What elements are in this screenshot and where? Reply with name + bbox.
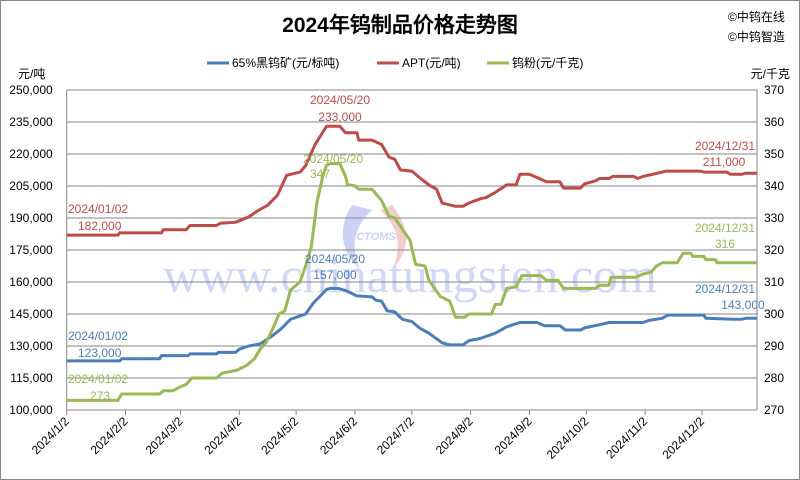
copyright-zhongwu-online: ©中钨在线 [728, 9, 785, 24]
legend-label: 65%黑钨矿(元/标吨) [232, 55, 339, 70]
annotation-value: 157,000 [313, 268, 357, 282]
legend: 65%黑钨矿(元/标吨) APT(元/吨) 钨粉(元/千克) [207, 55, 583, 70]
annotation-date: 2024/12/31 [695, 139, 755, 153]
legend-label: APT(元/吨) [402, 56, 461, 70]
annotation-value: 347 [310, 167, 330, 181]
left-tick-label: 100,000 [9, 403, 53, 417]
annotation-date: 2024/01/02 [68, 329, 128, 343]
right-tick-label: 310 [764, 275, 784, 289]
right-tick-label: 290 [764, 339, 784, 353]
left-tick-label: 115,000 [10, 371, 53, 385]
ctoms-logo: CTOMS [342, 205, 406, 270]
left-tick-label: 175,000 [9, 243, 53, 257]
watermark: CTOMS www.chinatungsten.com [163, 205, 657, 303]
left-tick-label: 190,000 [9, 211, 53, 225]
annotation-value: 211,000 [703, 155, 746, 169]
left-tick-label: 250,000 [9, 83, 53, 97]
annotation-date: 2024/12/31 [695, 282, 755, 296]
annotation-value: 123,000 [78, 346, 122, 360]
chart-title: 2024年钨制品价格走势图 [282, 13, 518, 37]
logo-text: CTOMS [356, 231, 396, 243]
copyright-zhongwu-zhizao: ©中钨智造 [728, 29, 785, 44]
left-axis-unit: 元/吨 [18, 67, 45, 81]
annotation-date: 2024/01/02 [68, 372, 128, 386]
right-tick-label: 330 [764, 211, 784, 225]
series-lines [66, 124, 757, 402]
annotation-date: 2024/12/31 [695, 221, 755, 235]
annotation-date: 2024/05/20 [310, 93, 370, 107]
annotation-value: 316 [715, 237, 735, 251]
right-tick-label: 340 [764, 179, 784, 193]
left-tick-label: 235,000 [9, 115, 53, 129]
annotation-value: 233,000 [318, 110, 362, 124]
annotation-value: 143,000 [721, 298, 765, 312]
right-tick-label: 320 [764, 243, 784, 257]
annotation-value: 273 [90, 389, 110, 403]
annotation-value: 182,000 [78, 219, 122, 233]
right-tick-label: 350 [764, 147, 784, 161]
annotations: 2024/01/02 123,000 2024/05/20 157,000 2024/1… [68, 93, 765, 403]
annotation-date: 2024/05/20 [305, 252, 365, 266]
left-tick-label: 205,000 [9, 179, 53, 193]
right-tick-label: 300 [764, 307, 784, 321]
series-line-2 [66, 162, 757, 402]
right-axis-unit: 元/千克 [751, 67, 790, 81]
left-tick-label: 130,000 [9, 339, 53, 353]
left-tick-label: 160,000 [9, 275, 53, 289]
annotation-date: 2024/05/20 [303, 152, 363, 166]
right-tick-label: 360 [764, 115, 784, 129]
annotation-date: 2024/01/02 [68, 202, 128, 216]
right-tick-label: 370 [764, 83, 784, 97]
right-tick-label: 270 [764, 403, 784, 417]
series-line-0 [66, 286, 757, 363]
watermark-text: www.chinatungsten.com [163, 247, 657, 303]
left-tick-label: 220,000 [9, 147, 53, 161]
series-line-1 [66, 124, 757, 237]
right-tick-label: 280 [764, 371, 784, 385]
left-tick-label: 145,000 [9, 307, 53, 321]
legend-label: 钨粉(元/千克) [512, 55, 583, 70]
